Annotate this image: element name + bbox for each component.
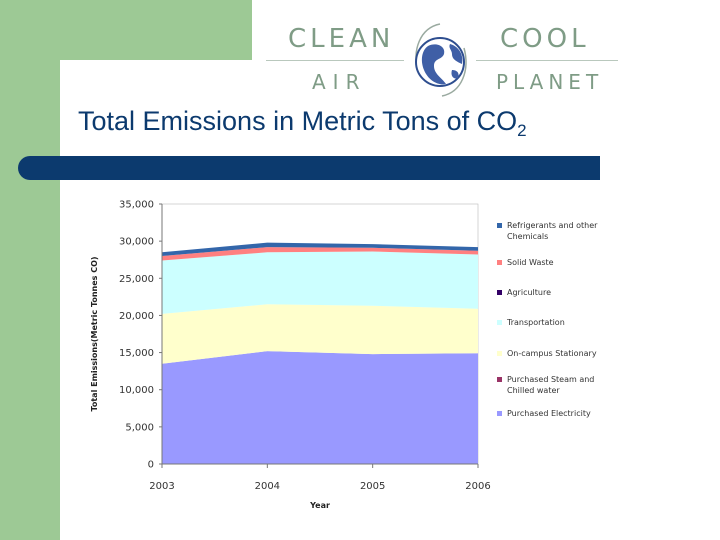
legend-label: Refrigerants and other Chemicals	[507, 221, 598, 241]
area-series-on-campus-stationary	[162, 304, 478, 364]
legend-swatch	[497, 377, 502, 382]
legend-label: Purchased Steam and Chilled water	[507, 375, 595, 395]
legend-label: Purchased Electricity	[507, 409, 591, 418]
title-rule-bar	[18, 156, 600, 180]
legend-swatch	[497, 260, 502, 265]
area-series-refrigerants-and-other-chemicals	[162, 242, 478, 256]
emissions-area-chart: 0 5,000 10,000 15,000 20,000 25,000 30,000 35,0…	[90, 200, 491, 511]
legend-label: Agriculture	[507, 288, 551, 297]
legend-swatch	[497, 290, 502, 295]
logo-divider-right	[476, 60, 618, 61]
y-axis-label: Total Emissions(Metric Tonnes CO)	[90, 256, 99, 411]
logo-divider-left	[266, 60, 404, 61]
logo-word-clean: CLEAN	[288, 24, 395, 54]
x-tick-label: 2006	[465, 481, 490, 492]
x-tick-label: 2004	[255, 481, 280, 492]
legend-swatch	[497, 223, 502, 228]
legend-label: Solid Waste	[507, 258, 554, 267]
logo-word-cool: COOL	[500, 24, 590, 54]
x-axis-label: Year	[309, 501, 330, 510]
y-tick-label: 0	[148, 460, 154, 471]
y-tick-label: 25,000	[119, 274, 154, 285]
x-tick-label: 2003	[149, 481, 174, 492]
y-tick-label: 35,000	[119, 200, 154, 211]
slide-title: Total Emissions in Metric Tons of CO2	[78, 106, 527, 141]
legend-item: Solid Waste	[497, 257, 607, 268]
legend-label: Transportation	[507, 318, 565, 327]
legend-label: On-campus Stationary	[507, 349, 597, 358]
legend-item: Refrigerants and other Chemicals	[497, 220, 607, 242]
chart-areas	[161, 203, 479, 465]
legend-item: Transportation	[497, 317, 607, 328]
y-tick-label: 30,000	[119, 237, 154, 248]
legend-swatch	[497, 320, 502, 325]
globe-icon	[415, 23, 467, 97]
legend-item: Purchased Steam and Chilled water	[497, 374, 607, 396]
y-tick-labels: 0 5,000 10,000 15,000 20,000 25,000 30,000 35,0…	[119, 200, 162, 471]
chart-axes	[161, 204, 478, 465]
y-tick-label: 20,000	[119, 311, 154, 322]
y-tick-label: 10,000	[119, 385, 154, 396]
legend-swatch	[497, 351, 502, 356]
legend-item: Agriculture	[497, 287, 607, 298]
slide-title-text: Total Emissions in Metric Tons of CO	[78, 106, 518, 136]
legend-swatch	[497, 411, 502, 416]
logo-word-air: AIR	[312, 70, 367, 94]
y-tick-label: 5,000	[125, 422, 154, 433]
slide-corner	[60, 60, 140, 140]
area-series-purchased-electricity	[162, 351, 478, 464]
clean-air-cool-planet-logo: CLEAN COOL AIR PLANET	[262, 18, 622, 102]
legend-item: On-campus Stationary	[497, 348, 607, 359]
logo-word-planet: PLANET	[496, 70, 604, 94]
left-accent-bar	[0, 0, 60, 540]
legend-item: Purchased Electricity	[497, 408, 607, 419]
top-accent-bar	[0, 0, 252, 60]
y-tick-label: 15,000	[119, 348, 154, 359]
x-tick-label: 2005	[360, 481, 385, 492]
area-series-transportation	[162, 251, 478, 314]
area-series-solid-waste	[162, 247, 478, 261]
slide-title-subscript: 2	[517, 121, 527, 140]
x-tick-labels: 2003 2004 2005 2006	[149, 464, 491, 492]
